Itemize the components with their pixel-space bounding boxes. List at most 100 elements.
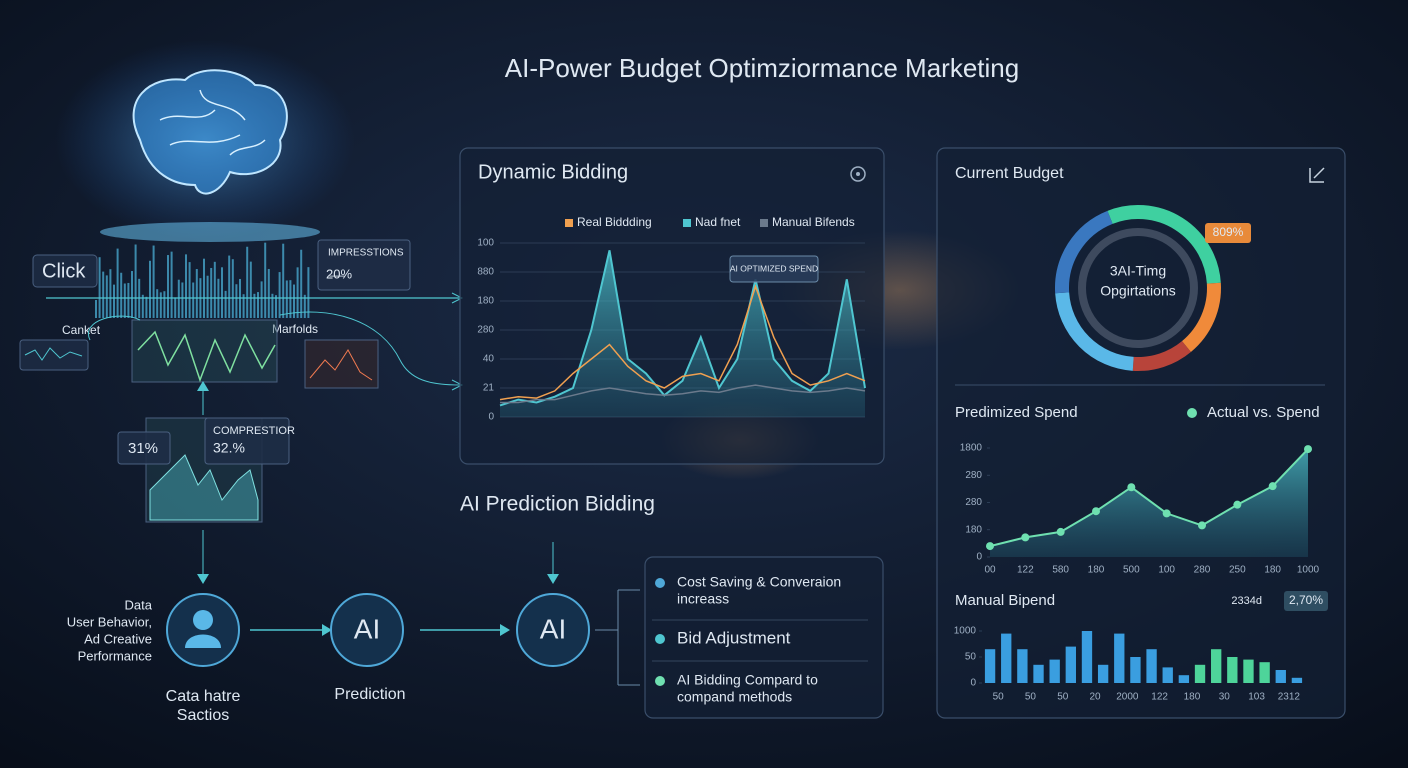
waveform-bar [249, 261, 252, 318]
compressor-card [204, 417, 290, 465]
step-caption: Prediction [334, 686, 405, 703]
waveform-bar [246, 246, 249, 318]
marker [1092, 507, 1100, 516]
waveform-bar [231, 259, 234, 318]
mini-area [149, 454, 259, 521]
step-caption: Cata hatre Sactios [166, 688, 241, 724]
settings-icon-dot [856, 172, 860, 176]
line [989, 448, 1309, 548]
donut-center-label: 3AI-Timg [1110, 263, 1166, 279]
benefits-panel [644, 556, 884, 719]
x-tick-label: 122 [1151, 692, 1168, 703]
mini-card [304, 339, 379, 389]
data-label-line: Data [125, 597, 153, 612]
legend-swatch [565, 219, 573, 227]
waveform-bar [307, 267, 310, 318]
arrow-head [547, 574, 559, 584]
x-tick-label: 50 [993, 692, 1005, 703]
waveform-bar [185, 254, 187, 318]
badge-box [1284, 591, 1328, 611]
step-caption-line: Cata hatre [166, 688, 241, 705]
chart-title: Dynamic Bidding [478, 161, 628, 183]
marker [986, 542, 994, 551]
waveform-bar [213, 261, 216, 318]
y-tick-label: 280 [965, 497, 982, 508]
mini-line [24, 347, 83, 361]
y-tick-label: 0 [970, 678, 976, 689]
impressions-label: IMPRESSTIONS [328, 248, 404, 259]
budget-panel [936, 147, 1346, 719]
waveform-bar [296, 267, 299, 318]
waveform-bar [163, 291, 166, 318]
marker [1198, 521, 1206, 530]
waveform-bar [195, 269, 198, 318]
ai-node [516, 593, 590, 667]
badge: 2,70% [1289, 593, 1323, 607]
waveform-bar [109, 269, 112, 318]
donut-segment [1181, 282, 1221, 352]
bar [1017, 649, 1028, 683]
x-tick-label: 1000 [1297, 565, 1320, 576]
waveform-bar [152, 245, 155, 318]
data-label: Data User Behavior, Ad Creative Performance [67, 597, 153, 663]
legend-label: Nad fnet [695, 215, 741, 229]
mini-line [309, 349, 373, 381]
waveform-bar [228, 255, 231, 318]
waveform-bar [253, 293, 256, 318]
y-tick-label: 0 [488, 412, 494, 423]
annotation-box [1205, 223, 1251, 243]
waveform-bar [303, 294, 306, 318]
bullet [655, 676, 665, 686]
waveform-bar [105, 275, 108, 318]
user-icon-head [193, 610, 213, 630]
x-tick-label: 122 [1017, 565, 1034, 576]
waveform-bar [210, 267, 213, 318]
data-label-line: Performance [78, 648, 152, 663]
marfolds-label: Marfolds [272, 322, 318, 336]
waveform-bar [293, 284, 295, 318]
waveform-bar [267, 268, 270, 318]
waveform-bar [131, 271, 133, 318]
x-tick-label: 50 [1057, 692, 1069, 703]
x-tick-label: 180 [1088, 565, 1105, 576]
bar [1049, 659, 1060, 683]
annotation-box [729, 255, 819, 283]
y-tick-label: 50 [965, 652, 977, 663]
inner-ring [1078, 228, 1198, 348]
waveform-bar [235, 284, 238, 318]
bar [1162, 667, 1173, 683]
x-tick-label: 250 [1229, 565, 1246, 576]
connector [87, 311, 461, 386]
brain-detail [159, 89, 266, 156]
click-label: Click [42, 260, 86, 282]
chart-title: Predimized Spend [955, 404, 1078, 421]
bar [1211, 649, 1222, 683]
waveform-bar [98, 257, 101, 318]
bar [1001, 633, 1012, 683]
x-tick-label: 2312 [1278, 692, 1301, 703]
marker [1233, 500, 1242, 509]
donut-segment [1132, 340, 1191, 371]
y-tick-label: 100 [477, 238, 494, 249]
impressions-card [317, 239, 411, 291]
waveform-bar [257, 292, 259, 318]
ai-node-label: AI [354, 613, 380, 644]
waveform-bar [289, 280, 292, 318]
marker [1162, 509, 1171, 518]
y-tick-label: 1800 [960, 443, 983, 454]
waveform-bar [123, 283, 126, 318]
marker [1268, 482, 1277, 491]
data-label-line: User Behavior, [67, 614, 152, 629]
marker [1304, 445, 1312, 454]
x-tick-label: 500 [1123, 565, 1140, 576]
bar [1259, 662, 1270, 683]
bar [984, 649, 996, 683]
divider [652, 619, 868, 662]
page-title: AI-Power Budget Optimziormance Marketing [505, 53, 1019, 83]
bullet [655, 634, 665, 644]
bar [1065, 646, 1076, 683]
waveform-bar [141, 294, 144, 318]
